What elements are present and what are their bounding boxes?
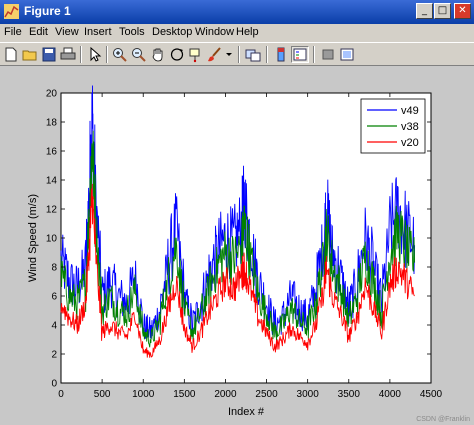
menu-edit[interactable]: Edit	[29, 26, 48, 38]
menu-tools[interactable]: Tools	[119, 26, 145, 38]
toolbar-separator	[106, 46, 108, 63]
title-bar[interactable]: Figure 1 _ □ ✕	[0, 0, 474, 24]
minimize-button[interactable]: _	[416, 3, 433, 19]
zoom-in-icon[interactable]	[111, 46, 129, 63]
x-tick-label: 1500	[173, 389, 196, 400]
y-tick-label: 14	[46, 176, 58, 187]
figure-toolbar	[0, 42, 474, 66]
legend-icon[interactable]	[291, 46, 309, 63]
toolbar-separator	[238, 46, 240, 63]
y-tick-label: 20	[46, 89, 58, 100]
brush-dropdown-arrow[interactable]	[223, 46, 235, 63]
legend-label-v20: v20	[401, 137, 419, 149]
matlab-figure-icon	[4, 4, 19, 19]
watermark-text: CSDN @Franklin	[416, 416, 470, 423]
x-tick-label: 3000	[297, 389, 320, 400]
pan-hand-icon[interactable]	[149, 46, 167, 63]
x-axis-label: Index #	[228, 406, 265, 418]
y-tick-label: 8	[51, 263, 57, 274]
y-tick-label: 2	[51, 350, 57, 361]
series-line-v20	[60, 183, 415, 358]
menu-desktop[interactable]: Desktop	[152, 26, 193, 38]
hide-plot-tools-icon[interactable]	[319, 46, 337, 63]
x-tick-label: 500	[94, 389, 111, 400]
rotate-3d-icon[interactable]	[168, 46, 186, 63]
x-tick-label: 2500	[255, 389, 278, 400]
x-tick-label: 4000	[379, 389, 402, 400]
open-file-icon[interactable]	[21, 46, 39, 63]
wind-speed-chart: 0 500 1000 1500 2000 2500 3000 3500 4000 4500 0 2 4 6…	[27, 85, 443, 418]
x-tick-label: 4500	[420, 389, 443, 400]
menu-view[interactable]: View	[55, 26, 79, 38]
y-tick-label: 16	[46, 147, 58, 158]
menu-insert[interactable]: Insert	[84, 26, 112, 38]
x-tick-label: 0	[58, 389, 64, 400]
new-figure-icon[interactable]	[2, 46, 20, 63]
maximize-button[interactable]: □	[434, 3, 451, 19]
toolbar-separator	[313, 46, 315, 63]
print-icon[interactable]	[59, 46, 77, 63]
y-tick-label: 10	[46, 234, 58, 245]
zoom-out-icon[interactable]	[130, 46, 148, 63]
x-tick-label: 2000	[214, 389, 237, 400]
save-icon[interactable]	[40, 46, 58, 63]
brush-icon[interactable]	[206, 46, 224, 63]
series-line-v38	[60, 130, 416, 348]
colorbar-icon[interactable]	[272, 46, 290, 63]
show-plot-tools-icon[interactable]	[338, 46, 356, 63]
series-layer	[60, 85, 416, 358]
x-tick-label: 3500	[338, 389, 361, 400]
y-tick-label: 0	[51, 379, 57, 390]
legend-label-v49: v49	[401, 105, 419, 117]
data-cursor-icon[interactable]	[187, 46, 205, 63]
y-tick-label: 6	[51, 292, 57, 303]
legend[interactable]: v49 v38 v20	[360, 98, 426, 154]
legend-label-v38: v38	[401, 121, 419, 133]
toolbar-separator	[80, 46, 82, 63]
menu-window[interactable]: Window	[195, 26, 235, 38]
y-tick-label: 4	[51, 321, 57, 332]
x-tick-label: 1000	[132, 389, 155, 400]
tick-layer: 0 500 1000 1500 2000 2500 3000 3500 4000 4500 0 2 4 6…	[46, 89, 443, 401]
y-axis-label: Wind Speed (m/s)	[27, 194, 39, 282]
menu-bar: File Edit View Insert Tools Desktop Wind…	[0, 24, 474, 42]
window-title: Figure 1	[24, 4, 71, 18]
y-tick-label: 12	[46, 205, 58, 216]
menu-help[interactable]: Help	[236, 26, 259, 38]
toolbar-separator	[266, 46, 268, 63]
link-plot-icon[interactable]	[244, 46, 262, 63]
menu-file[interactable]: File	[4, 26, 22, 38]
close-button[interactable]: ✕	[454, 3, 471, 19]
edit-plot-arrow-icon[interactable]	[85, 46, 103, 63]
y-tick-label: 18	[46, 118, 58, 129]
